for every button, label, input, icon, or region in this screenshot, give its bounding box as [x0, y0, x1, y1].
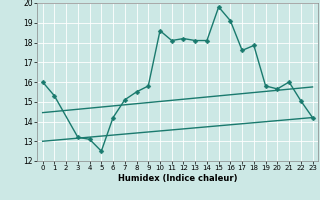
- X-axis label: Humidex (Indice chaleur): Humidex (Indice chaleur): [118, 174, 237, 183]
